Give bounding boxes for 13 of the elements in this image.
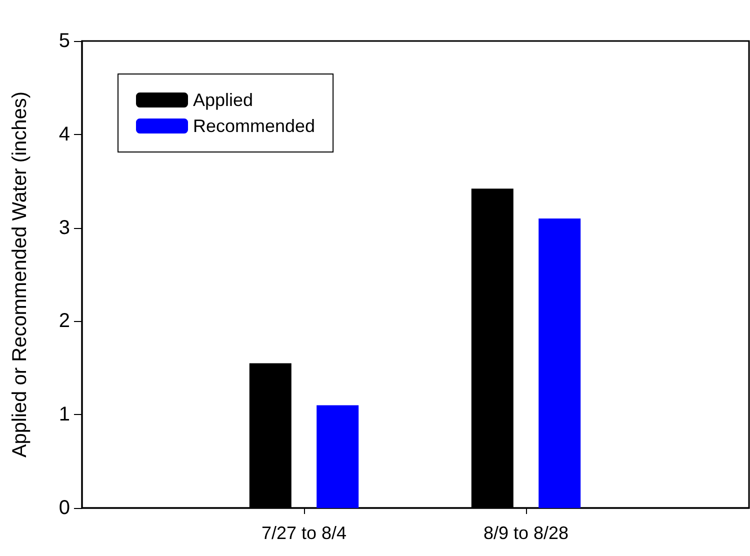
bar <box>538 218 581 508</box>
bar <box>316 405 359 508</box>
y-tick-label: 1 <box>58 404 70 426</box>
y-tick-label: 0 <box>58 497 70 519</box>
y-tick-label: 3 <box>58 216 70 239</box>
y-axis-title: Applied or Recommended Water (inches) <box>9 91 31 458</box>
x-tick-label: 8/9 to 8/28 <box>483 523 569 543</box>
x-tick-label: 7/27 to 8/4 <box>261 523 347 543</box>
y-tick-label: 4 <box>58 123 70 146</box>
y-tick-label: 5 <box>58 30 70 52</box>
legend-label: Applied <box>193 90 254 110</box>
y-tick-label: 2 <box>58 310 70 332</box>
legend-label: Recommended <box>193 116 316 136</box>
